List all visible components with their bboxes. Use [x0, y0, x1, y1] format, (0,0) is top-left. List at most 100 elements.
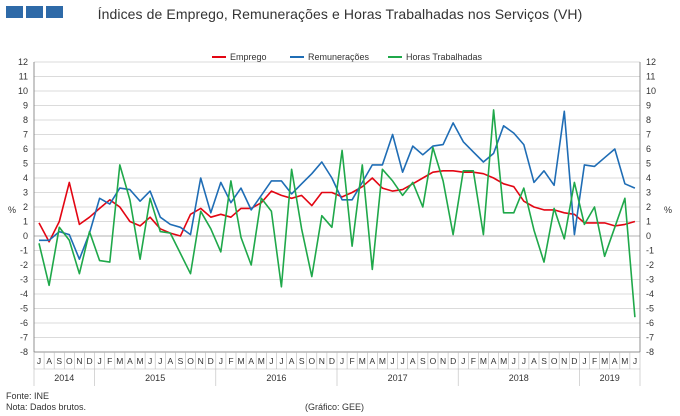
month-label: S	[541, 356, 547, 366]
y-tick-label-right: 10	[646, 86, 656, 96]
month-label: F	[350, 356, 355, 366]
month-label: A	[289, 356, 295, 366]
y-tick-label-left: -1	[20, 246, 28, 256]
series-lines	[38, 109, 636, 318]
logo-block	[6, 6, 23, 18]
y-tick-label-left: 6	[23, 144, 28, 154]
y-tick-label-left: 10	[18, 86, 28, 96]
logo-block	[46, 6, 63, 18]
y-tick-label-left: 4	[23, 173, 28, 183]
month-label: A	[168, 356, 174, 366]
month-label: J	[522, 356, 526, 366]
month-label: O	[308, 356, 315, 366]
year-label: 2016	[266, 373, 286, 383]
logo-block	[26, 6, 43, 18]
month-label: N	[561, 356, 567, 366]
y-tick-label-right: 11	[646, 72, 655, 82]
month-label: J	[633, 356, 637, 366]
month-label: J	[401, 356, 405, 366]
series-line-emprego	[38, 170, 636, 243]
y-tick-label-left: 11	[19, 72, 28, 82]
month-label: J	[219, 356, 223, 366]
year-label: 2019	[600, 373, 620, 383]
month-label: J	[98, 356, 102, 366]
y-tick-label-right: 2	[646, 202, 651, 212]
y-tick-label-left: 8	[23, 115, 28, 125]
month-label: D	[329, 356, 335, 366]
y-tick-label-right: 0	[646, 231, 651, 241]
y-tick-label-right: -1	[646, 246, 654, 256]
month-label: D	[86, 356, 92, 366]
month-label: N	[76, 356, 82, 366]
month-label: S	[299, 356, 305, 366]
data-note: Nota: Dados brutos.	[6, 402, 87, 412]
y-tick-label-right: -7	[646, 333, 654, 343]
month-label: M	[379, 356, 386, 366]
month-label: S	[56, 356, 62, 366]
month-label: O	[187, 356, 194, 366]
month-label: D	[571, 356, 577, 366]
month-label: M	[258, 356, 265, 366]
legend-label-remuneracoes: Remunerações	[308, 52, 370, 62]
year-label: 2017	[388, 373, 408, 383]
y-tick-label-left: 12	[18, 57, 28, 67]
month-label: F	[228, 356, 233, 366]
month-label: J	[269, 356, 273, 366]
gridlines	[34, 61, 640, 353]
month-label: S	[420, 356, 426, 366]
month-label: J	[582, 356, 586, 366]
year-label: 2015	[145, 373, 165, 383]
axes: -8 -8-7 -7-6 -6-5 -5-4 -4-3 -3-2 -2-1 -10 01 12 23 3…	[8, 57, 672, 386]
month-label: J	[461, 356, 465, 366]
month-label: J	[512, 356, 516, 366]
y-tick-label-right: 4	[646, 173, 651, 183]
y-tick-label-left: 1	[23, 217, 28, 227]
y-tick-label-right: 8	[646, 115, 651, 125]
y-tick-label-left: 9	[23, 101, 28, 111]
month-label: M	[621, 356, 628, 366]
month-label: M	[116, 356, 123, 366]
month-label: S	[178, 356, 184, 366]
month-label: F	[592, 356, 597, 366]
month-label: M	[601, 356, 608, 366]
y-tick-label-left: 0	[23, 231, 28, 241]
y-tick-label-left: 7	[23, 130, 28, 140]
month-label: J	[37, 356, 41, 366]
y-tick-label-right: 9	[646, 101, 651, 111]
month-label: A	[370, 356, 376, 366]
y-tick-label-left: -4	[20, 289, 28, 299]
month-label: J	[148, 356, 152, 366]
month-label: O	[551, 356, 558, 366]
y-tick-label-left: 3	[23, 188, 28, 198]
y-tick-label-right: 6	[646, 144, 651, 154]
y-tick-label-right: -5	[646, 304, 654, 314]
month-label: F	[107, 356, 112, 366]
series-line-horas-trabalhadas	[38, 109, 636, 318]
y-tick-label-right: 1	[646, 217, 651, 227]
y-tick-label-right: -6	[646, 318, 654, 328]
month-label: J	[279, 356, 283, 366]
month-label: J	[390, 356, 394, 366]
legend: Emprego Remunerações Horas Trabalhadas	[212, 52, 483, 62]
month-label: A	[531, 356, 537, 366]
y-tick-label-left: -8	[20, 347, 28, 357]
y-tick-label-right: -2	[646, 260, 654, 270]
y-tick-label-right: 12	[646, 57, 656, 67]
y-tick-label-left: -7	[20, 333, 28, 343]
month-label: A	[46, 356, 52, 366]
y-tick-label-right: 3	[646, 188, 651, 198]
month-label: N	[319, 356, 325, 366]
month-label: M	[480, 356, 487, 366]
month-label: N	[440, 356, 446, 366]
year-label: 2018	[509, 373, 529, 383]
legend-label-emprego: Emprego	[230, 52, 267, 62]
month-label: A	[612, 356, 618, 366]
y-axis-title-right: %	[664, 205, 672, 215]
brand-logo	[6, 6, 63, 18]
month-label: D	[450, 356, 456, 366]
y-tick-label-left: 2	[23, 202, 28, 212]
y-tick-label-right: -3	[646, 275, 654, 285]
y-tick-label-left: -2	[20, 260, 28, 270]
y-tick-label-left: -3	[20, 275, 28, 285]
y-axis-title-left: %	[8, 205, 16, 215]
